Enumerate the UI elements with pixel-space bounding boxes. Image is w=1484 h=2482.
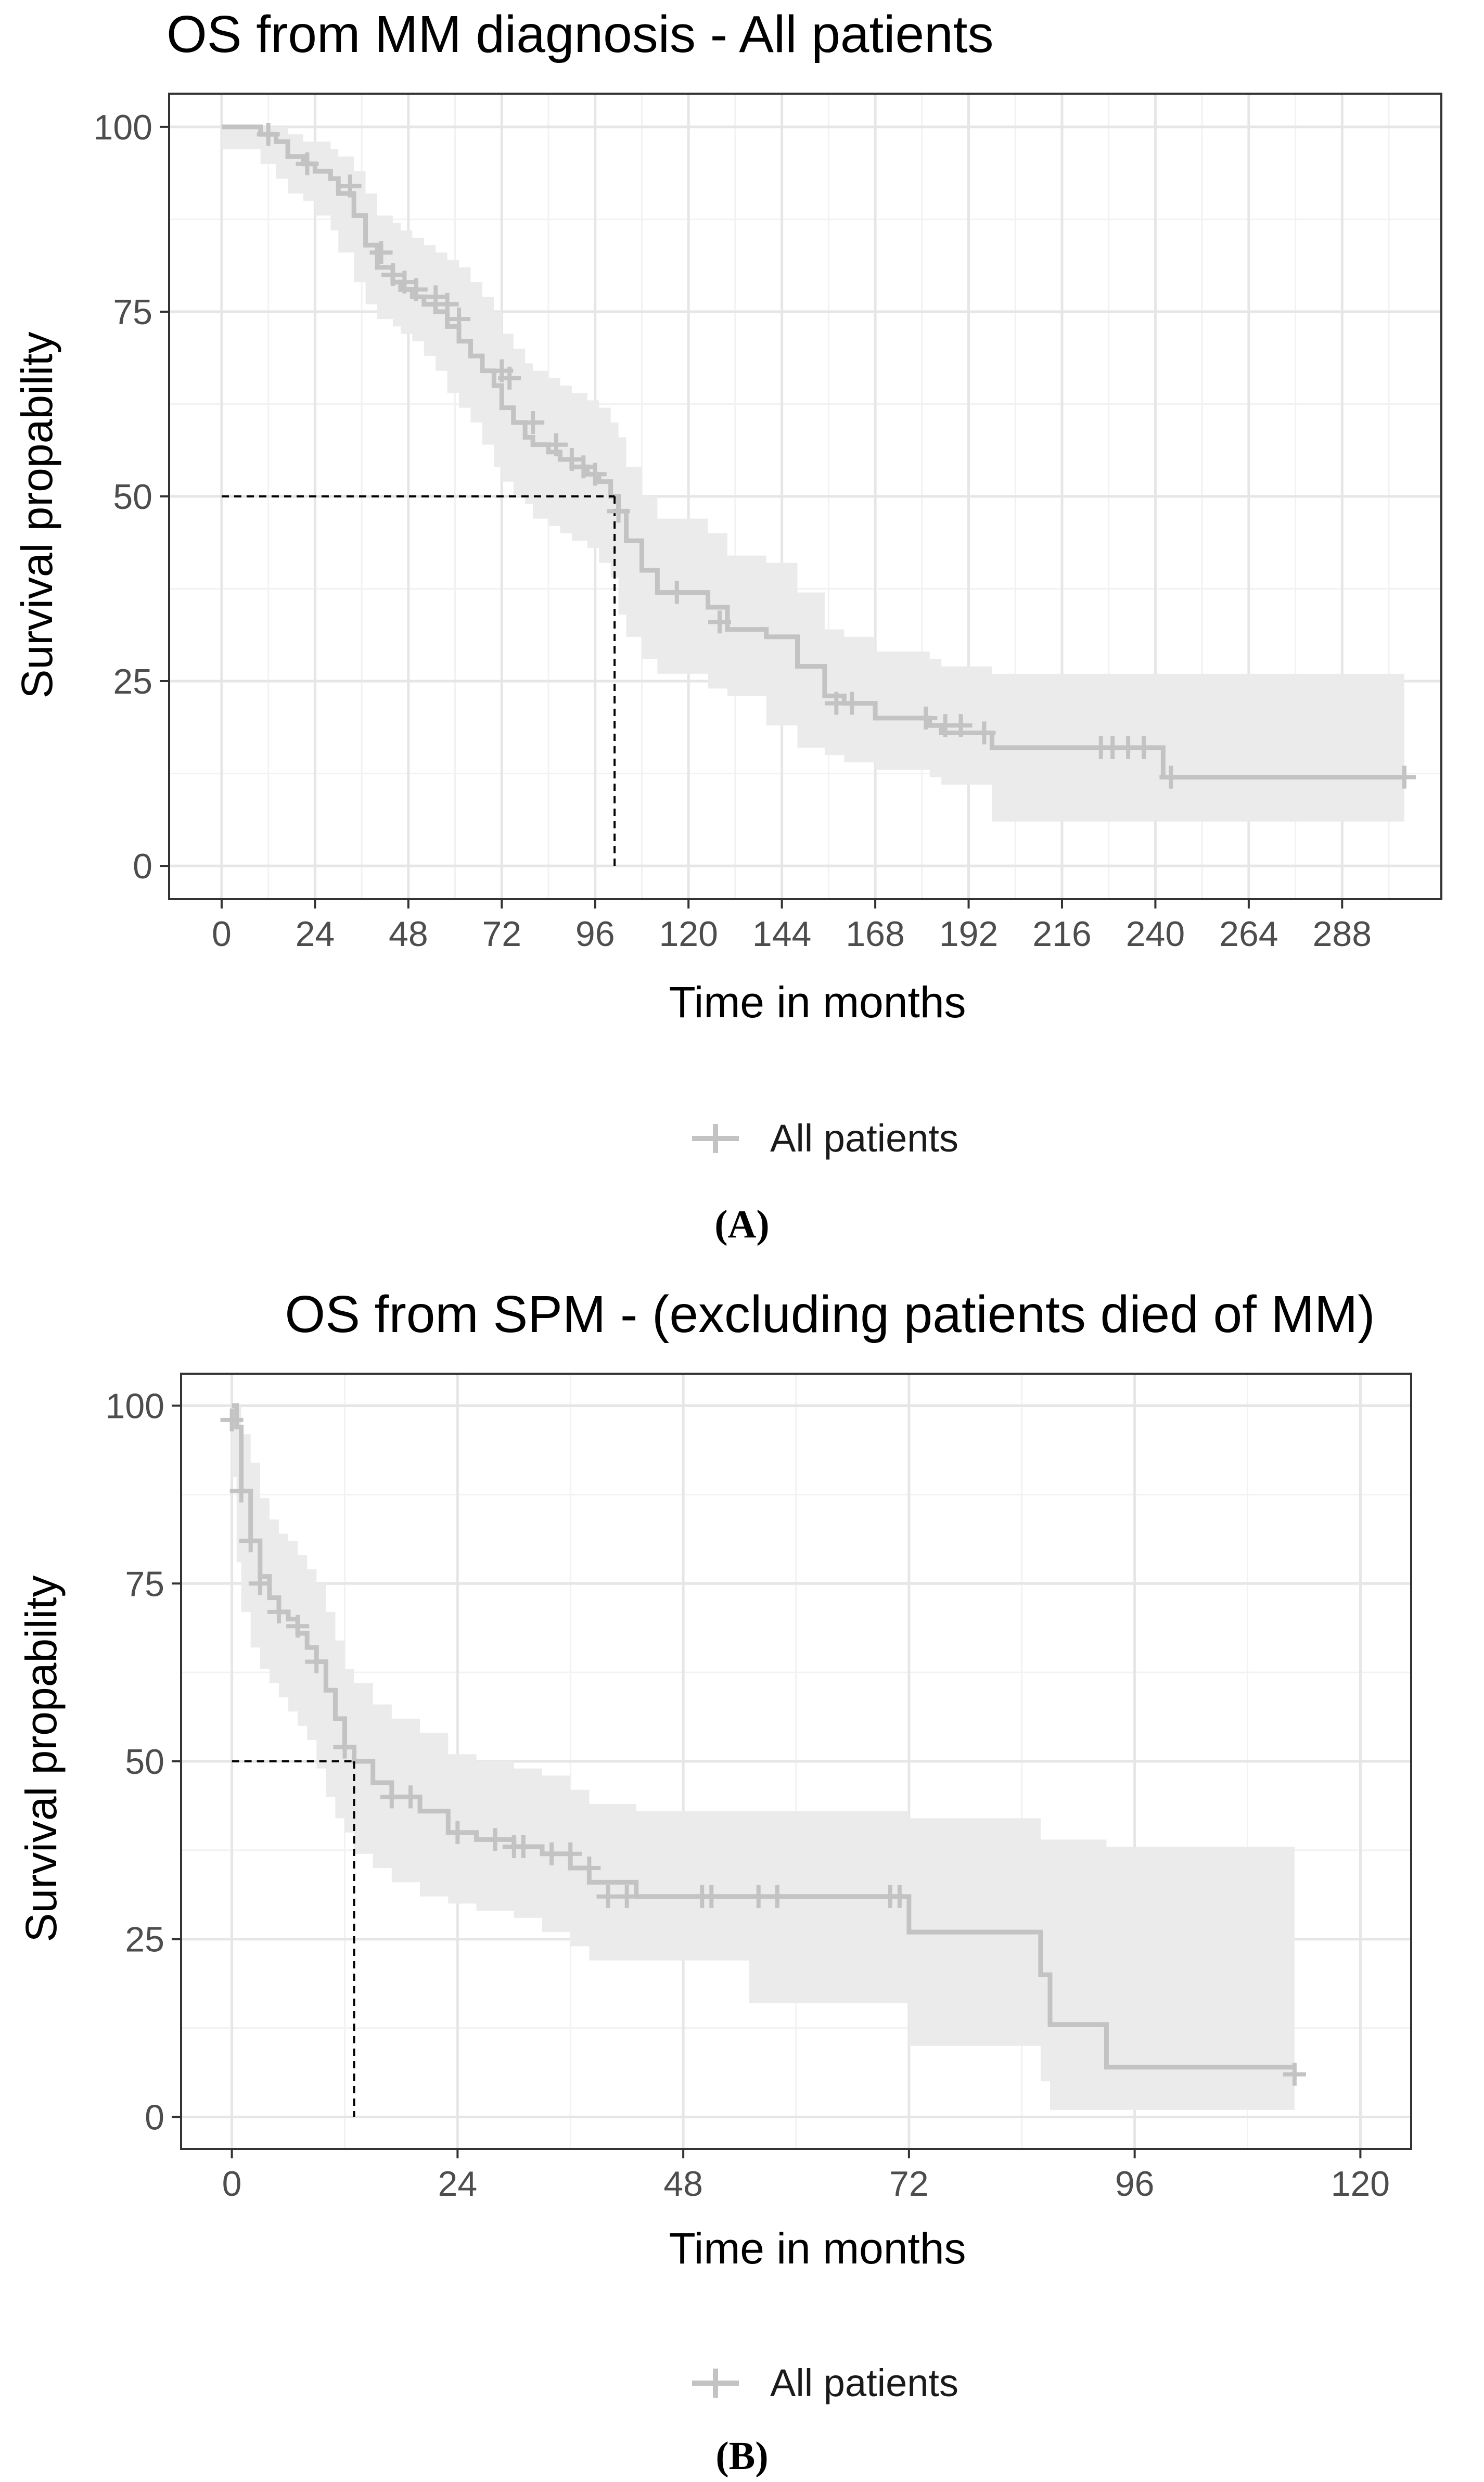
chart-a-x-tick-label: 216	[1032, 914, 1091, 954]
chart-a-censor-mark	[665, 581, 688, 604]
chart-b-x-tick-label: 72	[889, 2164, 929, 2204]
chart-a-x-tick-label: 96	[575, 914, 615, 954]
chart-b-censor-mark	[239, 1529, 262, 1553]
chart-b-censor-mark	[578, 1857, 601, 1880]
chart-a-censor-mark	[338, 174, 362, 198]
chart-a-x-tick-label: 264	[1219, 914, 1278, 954]
chart-a-survival-curve	[221, 124, 1404, 780]
chart-a-title: OS from MM diagnosis - All patients	[167, 5, 993, 63]
chart-b-y-tick-label: 100	[106, 1387, 164, 1426]
chart-b-survival-curve	[232, 1403, 1295, 2070]
chart-a-censor-mark	[498, 366, 521, 390]
chart-a-censor-mark	[708, 610, 732, 634]
chart-a-caption: (A)	[714, 1202, 770, 1246]
chart-b-y-tick-label: 25	[125, 1920, 164, 1960]
chart-b-censor-mark	[765, 1885, 789, 1908]
chart-b-censor-mark	[511, 1835, 535, 1859]
chart-a-censor-mark	[840, 692, 864, 715]
chart-b-censor-mark	[248, 1572, 272, 1595]
chart-a-censor-mark	[560, 447, 583, 471]
chart-a-y-tick-label: 100	[94, 108, 152, 147]
chart-b-censor-mark	[220, 1408, 244, 1431]
chart-b-censor-mark	[1283, 2063, 1306, 2086]
chart-a-x-tick-label: 0	[212, 914, 232, 954]
chart-a-censor-mark	[1392, 765, 1416, 789]
chart-b-y-tick-label: 0	[145, 2097, 164, 2137]
chart-a-censor-mark	[949, 714, 973, 737]
chart-b-y-tick-label: 75	[125, 1564, 164, 1604]
chart-b-x-tick-label: 24	[438, 2164, 478, 2204]
chart-a-ci-band	[221, 126, 1404, 822]
chart-a-censor-mark	[973, 721, 996, 745]
chart-a: OS from MM diagnosis - All patients 0 24 4…	[12, 5, 1442, 1246]
chart-b-censor-mark	[446, 1821, 469, 1844]
chart-a-censor-mark	[572, 455, 595, 479]
chart-b: OS from SPM - (excluding patients died o…	[17, 1285, 1412, 2478]
chart-b-censor-mark	[888, 1885, 911, 1908]
chart-a-censor-mark	[424, 285, 447, 309]
chart-a-x-tick-label: 48	[389, 914, 428, 954]
chart-a-legend: All patients	[692, 1117, 958, 1160]
chart-a-censor-mark	[393, 271, 416, 294]
chart-a-x-tick-label: 72	[482, 914, 521, 954]
chart-a-x-tick-label: 120	[659, 914, 718, 954]
chart-a-plot: 0 24 48 72 96 120 144 168 192 216 240 264 288 0 25 50 75…	[94, 93, 1442, 954]
chart-a-legend-label: All patients	[770, 1117, 958, 1160]
chart-a-censor-mark	[607, 500, 630, 523]
chart-a-xlabel: Time in months	[669, 978, 966, 1027]
chart-a-x-tick-label: 144	[752, 914, 811, 954]
chart-a-censor-mark	[544, 433, 568, 456]
chart-a-censor-mark	[296, 152, 319, 175]
chart-a-censor-mark	[1132, 736, 1156, 759]
chart-b-xlabel: Time in months	[669, 2224, 966, 2273]
chart-a-censor-mark	[404, 278, 428, 301]
chart-b-censor-mark	[286, 1615, 310, 1638]
chart-b-censor-mark	[229, 1479, 253, 1503]
chart-b-censor-mark	[305, 1650, 328, 1673]
chart-b-y-tick-label: 50	[125, 1742, 164, 1782]
chart-b-x-tick-label: 96	[1115, 2164, 1155, 2204]
chart-a-censor-mark	[447, 308, 471, 331]
chart-b-ylabel: Survival propability	[17, 1576, 66, 1942]
chart-b-censor-mark	[700, 1885, 723, 1908]
chart-b-censor-mark	[483, 1828, 507, 1851]
chart-a-censor-mark	[1159, 765, 1183, 789]
chart-b-x-tick-label: 0	[222, 2164, 242, 2204]
chart-b-x-tick-label: 48	[663, 2164, 703, 2204]
chart-b-x-tick-label: 120	[1331, 2164, 1390, 2204]
chart-b-plot: 0 24 48 72 96 120 0 25 50 75 100	[106, 1373, 1412, 2204]
chart-a-x-tick-label: 24	[296, 914, 335, 954]
chart-a-censor-mark	[369, 241, 393, 264]
chart-a-censor-mark	[583, 463, 607, 486]
chart-a-y-tick-label: 50	[113, 477, 152, 517]
chart-b-title: OS from SPM - (excluding patients died o…	[285, 1285, 1375, 1344]
chart-b-censor-mark	[333, 1735, 356, 1759]
chart-a-x-tick-label: 240	[1126, 914, 1185, 954]
chart-b-caption: (B)	[715, 2434, 768, 2478]
chart-a-x-tick-label: 288	[1313, 914, 1372, 954]
chart-a-x-tick-label: 192	[939, 914, 998, 954]
chart-b-censor-mark	[615, 1885, 638, 1908]
chart-a-censor-mark	[914, 707, 938, 730]
chart-b-censor-mark	[399, 1785, 422, 1809]
chart-a-x-tick-label: 168	[846, 914, 904, 954]
chart-b-legend-label: All patients	[770, 2361, 958, 2404]
chart-b-censor-mark	[559, 1842, 582, 1865]
chart-b-censor-mark	[267, 1600, 290, 1623]
chart-a-censor-mark	[436, 292, 459, 316]
chart-a-y-tick-label: 75	[113, 292, 152, 332]
chart-a-y-tick-label: 25	[113, 662, 152, 701]
chart-a-ylabel: Survival propability	[12, 332, 61, 699]
chart-a-y-tick-label: 0	[133, 847, 152, 886]
chart-a-censor-mark	[257, 123, 280, 146]
chart-a-censor-mark	[521, 411, 545, 434]
chart-b-legend: All patients	[692, 2361, 958, 2404]
chart-a-censor-mark	[381, 263, 404, 286]
